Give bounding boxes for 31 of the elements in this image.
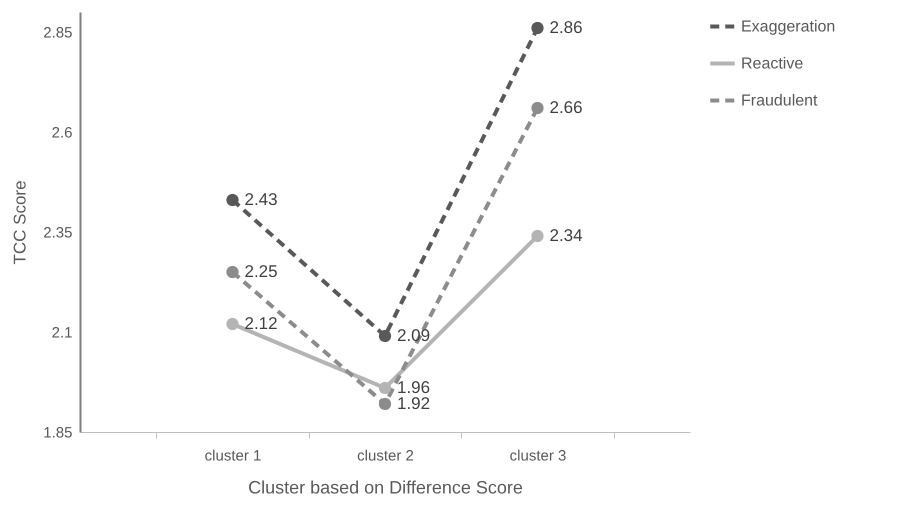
- point: [378, 382, 392, 394]
- point: [226, 194, 239, 206]
- x-tick-label: cluster 1: [204, 448, 262, 464]
- legend-label: Exaggeration: [741, 18, 836, 36]
- data-label: 2.12: [244, 314, 278, 333]
- y-tick-label: 2.6: [52, 124, 72, 142]
- point: [531, 102, 544, 114]
- y-tick-label: 2.35: [43, 224, 72, 242]
- x-tick-label: cluster 3: [510, 448, 566, 464]
- x-tick-label: cluster 2: [357, 448, 414, 464]
- data-label: 2.43: [244, 190, 278, 209]
- y-tick-label: 2.85: [43, 24, 72, 42]
- data-label: 1.96: [397, 378, 430, 397]
- point: [378, 398, 392, 410]
- data-label: 2.66: [550, 98, 583, 117]
- y-axis-title: TCC Score: [10, 180, 30, 265]
- point: [226, 266, 239, 278]
- data-label: 2.86: [550, 18, 583, 37]
- point: [226, 318, 239, 330]
- data-label: 2.09: [397, 326, 430, 345]
- data-label: 2.34: [550, 226, 583, 245]
- legend-label: Reactive: [741, 56, 804, 72]
- y-tick-label: 2.1: [52, 324, 72, 342]
- point: [531, 230, 544, 242]
- legend-label: Fraudulent: [741, 92, 818, 110]
- data-label: 1.92: [397, 394, 430, 413]
- point: [531, 22, 544, 34]
- data-label: 2.25: [244, 262, 278, 281]
- x-axis-title: Cluster based on Difference Score: [248, 478, 523, 498]
- y-tick-label: 1.85: [43, 424, 72, 442]
- point: [378, 330, 392, 342]
